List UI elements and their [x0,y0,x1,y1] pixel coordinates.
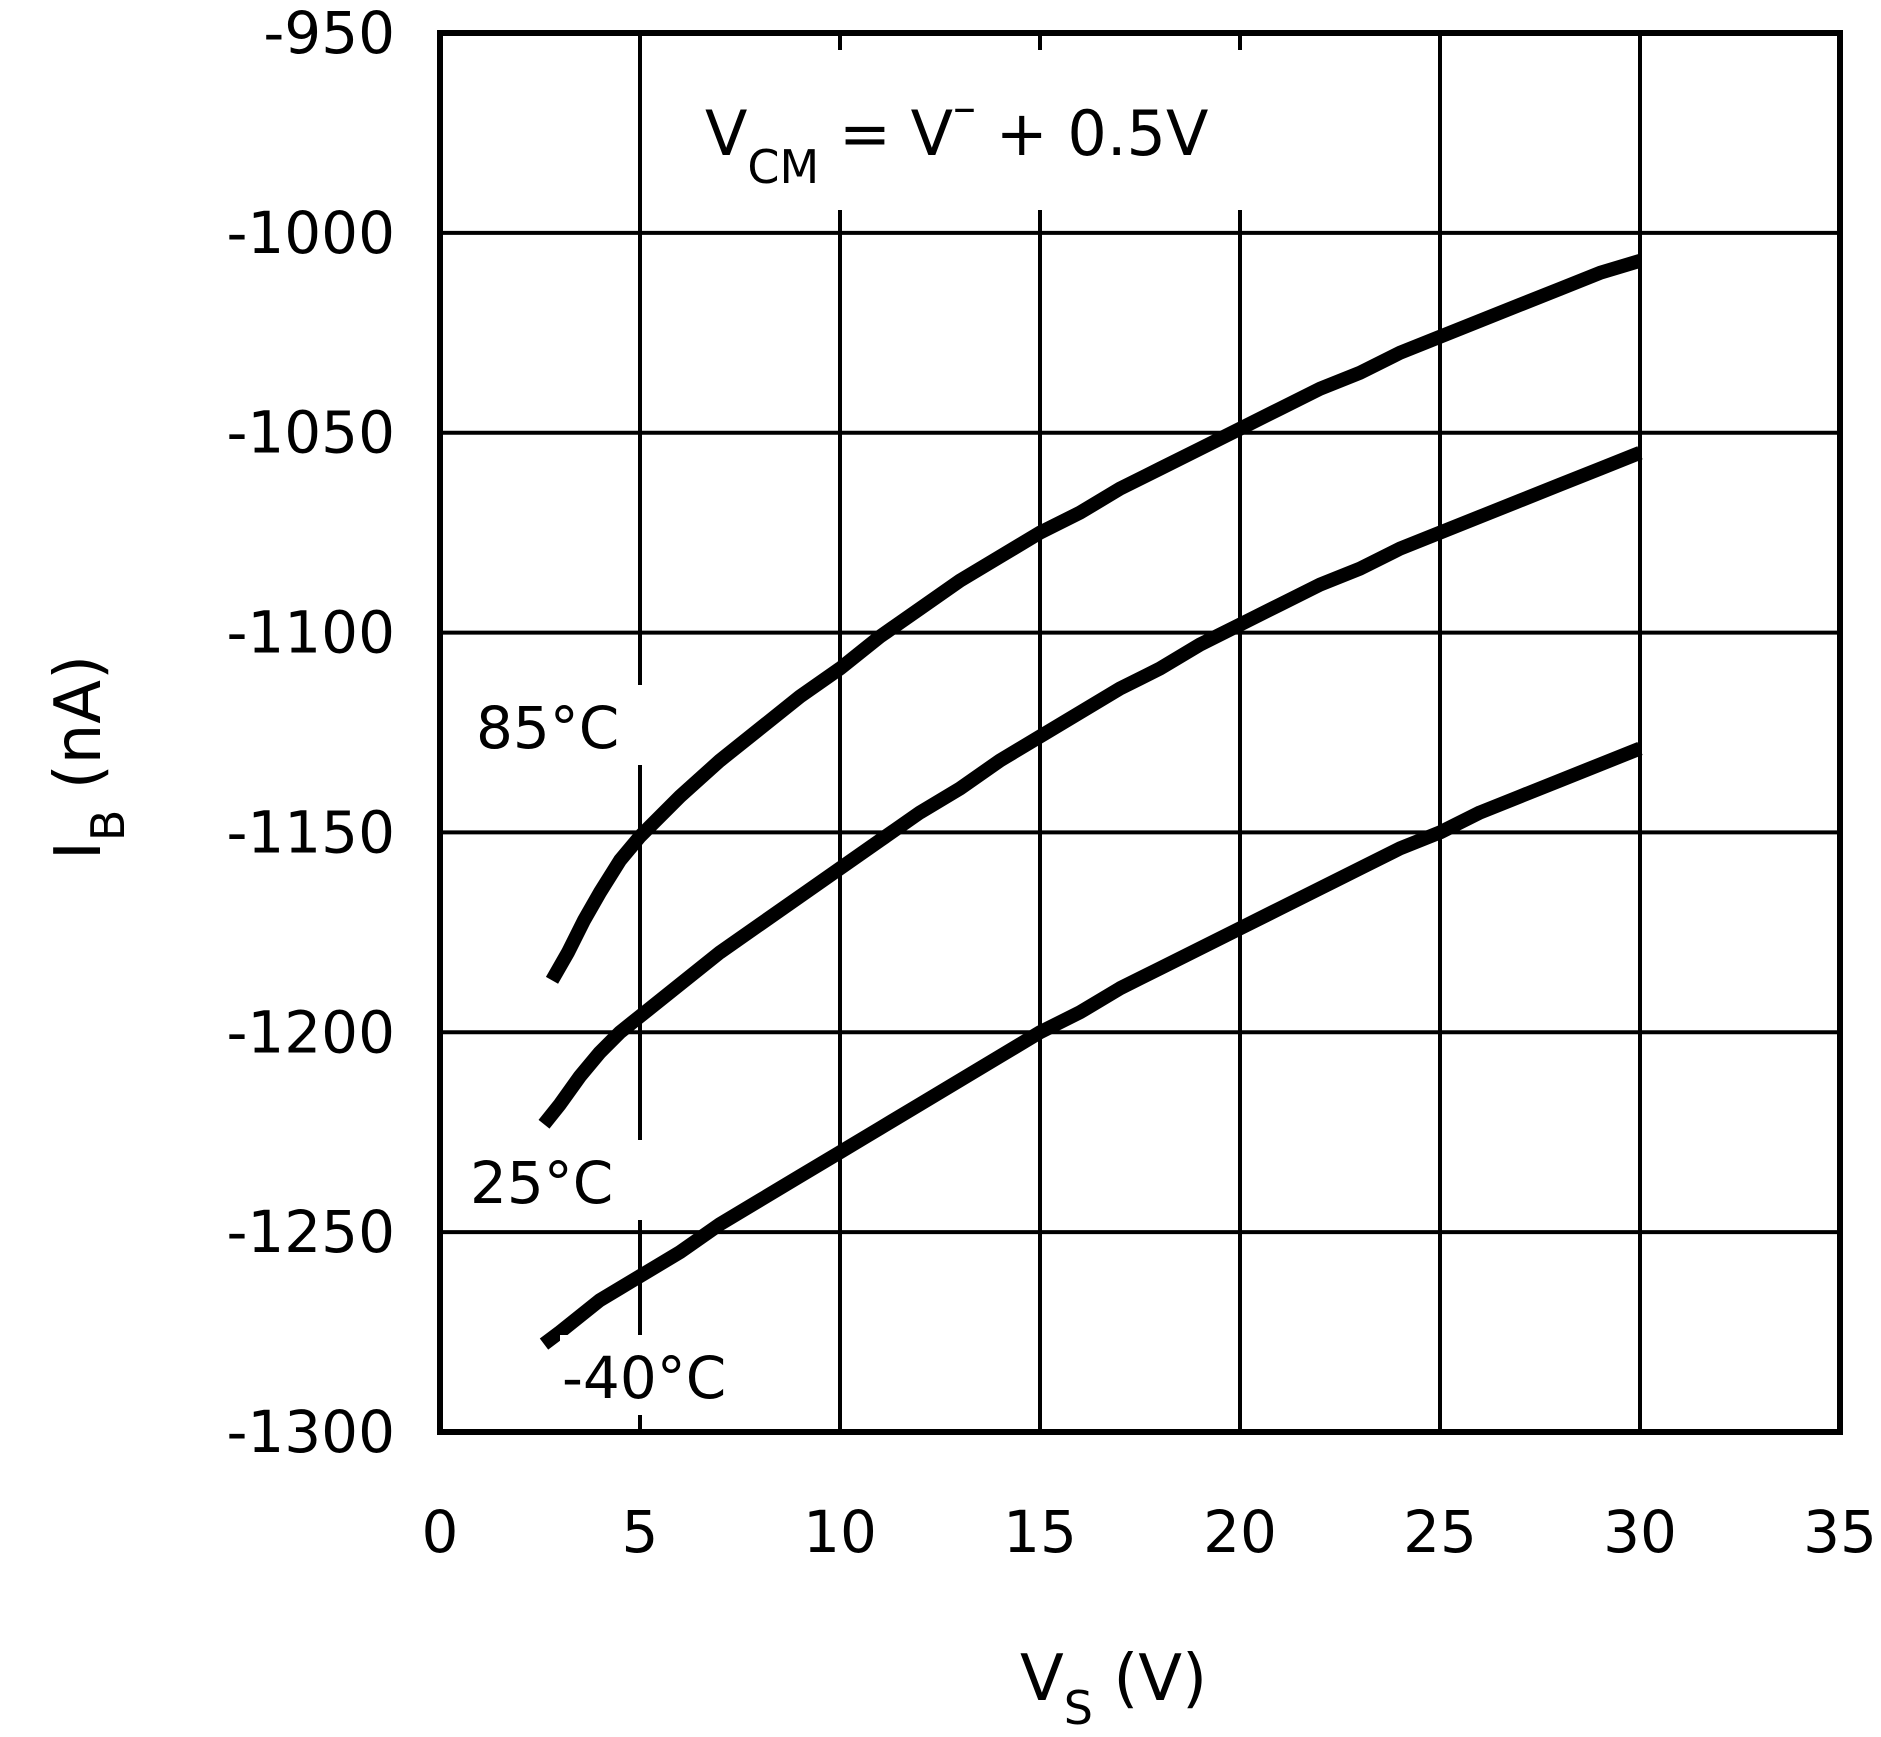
series-label-85c: 85°C [476,694,619,762]
y-axis-label-main: I [42,841,116,860]
x-tick-label-5: 25 [1403,1498,1477,1566]
series-line-1 [538,446,1643,1129]
x-axis-label-main: V [1020,1642,1064,1716]
annotation-tail: + 0.5V [976,97,1208,170]
series-label-25c: 25°C [470,1149,613,1217]
y-tick-label-0: -950 [263,0,395,67]
x-tick-label-2: 10 [803,1498,877,1566]
annotation-background [670,50,1380,210]
x-tick-label-0: 0 [422,1498,459,1566]
y-tick-label-1: -1000 [226,199,395,267]
x-tick-labels: 0 5 10 15 20 25 30 35 [422,1498,1877,1566]
series-label-minus40c: -40°C [562,1344,726,1412]
x-tick-label-7: 35 [1803,1498,1877,1566]
y-tick-label-2: -1050 [226,399,395,467]
y-axis-label-subscript: B [81,810,135,842]
y-tick-label-6: -1250 [226,1198,395,1266]
series-line-0 [545,254,1643,984]
y-axis-label-unit: (nA) [42,655,116,810]
annotation-rest: = V [819,97,953,170]
x-tick-label-6: 30 [1603,1498,1677,1566]
x-tick-label-1: 5 [622,1498,659,1566]
annotation-subscript: CM [747,140,819,194]
annotation-superscript: – [953,80,976,134]
series-lines [538,254,1643,1350]
y-axis-label: IB (nA) [42,655,135,860]
label-25c-background [465,1140,665,1220]
y-tick-label-5: -1200 [226,998,395,1066]
x-axis-label-subscript: S [1064,1681,1093,1735]
y-tick-label-3: -1100 [226,599,395,667]
plot-frame [437,30,1843,1435]
label-85c-background [470,685,670,765]
label-minus40c-background [560,1335,810,1415]
x-axis-label-unit: (V) [1093,1642,1207,1716]
x-tick-label-4: 20 [1203,1498,1277,1566]
x-tick-label-3: 15 [1003,1498,1077,1566]
series-line-2 [539,741,1643,1350]
annotation-main: V [705,97,747,170]
x-axis-label: VS (V) [1020,1642,1207,1735]
annotation: VCM = V– + 0.5V [705,80,1208,194]
y-tick-label-7: -1300 [226,1398,395,1466]
y-tick-label-4: -1150 [226,798,395,866]
y-tick-labels: -950 -1000 -1050 -1100 -1150 -1200 -1250 -1300 [226,0,395,1466]
